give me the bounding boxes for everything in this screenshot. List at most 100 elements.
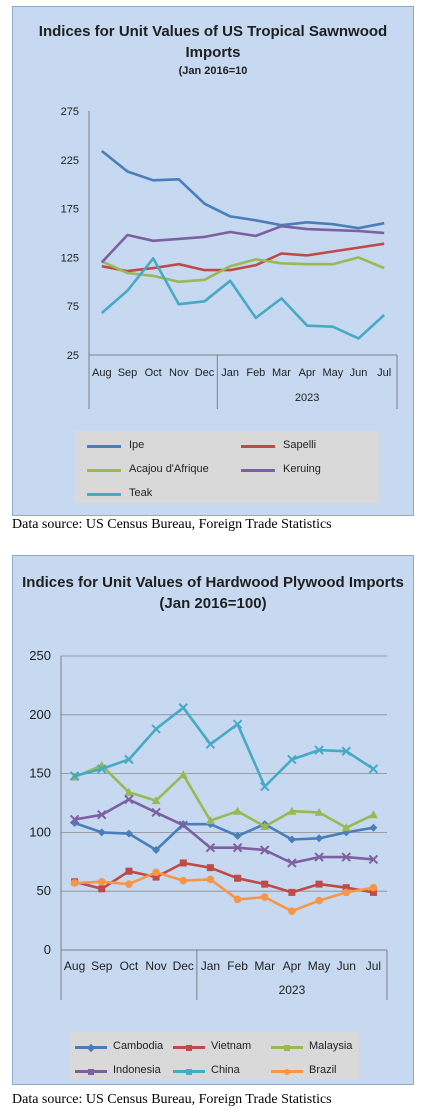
data-point-marker [179,876,188,885]
data-point-marker [260,893,269,901]
data-point-marker [368,854,379,865]
data-point-marker [341,823,351,832]
y-tick-label: 225 [61,155,79,167]
data-point-marker [342,888,351,897]
legend-label: Acajou d'Afrique [129,463,209,475]
data-point-marker [287,835,296,844]
legend-label: Indonesia [113,1064,161,1076]
data-point-marker [234,874,242,882]
legend-marker [186,1068,192,1075]
data-point-marker [124,829,133,838]
data-point-marker [341,852,351,862]
y-tick-label: 50 [37,883,51,898]
plywood-plot: 0 50 100 150 200 250 Aug Sep Oct Nov Dec Jan Feb Mar A… [29,648,388,1000]
x-tick-label: Jun [350,367,368,379]
data-point-marker [260,845,270,855]
data-point-marker [205,842,216,853]
y-tick-label: 200 [29,707,51,722]
legend-label: Cambodia [113,1040,164,1052]
data-point-marker [69,814,80,825]
x-tick-label: Feb [246,367,265,379]
data-point-marker [152,846,161,855]
series-sapelli [101,242,385,273]
data-point-marker [206,820,215,829]
x-tick-label: Mar [272,367,291,379]
x-tick-label: Nov [169,367,189,379]
data-point-marker [124,794,134,805]
series-line [74,798,374,865]
x-tick-label: Sep [91,959,113,973]
x-tick-label: Feb [227,959,248,973]
x-tick-label: Apr [299,367,316,379]
data-point-marker [178,820,188,831]
x-tick-label: Jun [337,959,356,973]
plywood-chart: Indices for Unit Values of Hardwood Plyw… [12,555,414,1085]
data-point-marker [206,864,214,872]
data-point-marker [151,724,161,734]
legend-swatch [87,493,121,496]
x-tick-label: Jul [377,367,391,379]
y-tick-label: 125 [61,252,79,264]
data-point-marker [314,852,324,862]
data-point-marker [124,787,134,796]
data-point-marker [206,875,215,884]
legend-label: Sapelli [283,439,317,451]
series-vietnam [71,859,377,896]
data-source-note: Data source: US Census Bureau, Foreign T… [12,517,332,532]
data-point-marker [70,879,79,887]
chart-title: Indices for Unit Values of Hardwood Plyw… [22,574,404,612]
x-tick-label: Oct [145,367,162,379]
x-tick-label: Dec [195,367,215,379]
legend-label: Keruing [283,463,321,475]
sawnwood-plot: 25 75 125 175 225 275 Aug Sep Oct Nov Dec Jan Feb Mar… [61,106,398,409]
plot-area [61,656,387,950]
series-ipe [100,149,385,230]
data-point-marker [315,880,323,888]
sawnwood-chart: Indices for Unit Values of US Tropical S… [12,6,414,516]
legend-label: Malaysia [309,1040,353,1052]
x-tick-label: Jul [366,959,381,973]
legend-swatch [241,445,275,448]
series-indonesia [69,794,379,868]
data-point-marker [232,842,243,853]
x-tick-label: Mar [254,959,275,973]
data-point-marker [287,754,297,765]
data-point-marker [368,764,379,774]
data-point-marker [287,858,297,868]
y-tick-label: 250 [29,648,51,663]
series-line [101,256,385,284]
data-point-marker [341,746,351,756]
series-line [100,257,386,340]
data-point-marker [287,806,297,815]
data-point-marker [98,885,106,893]
data-point-marker [314,745,324,755]
data-point-marker [342,884,350,892]
data-point-marker [70,818,79,827]
series-line [74,706,375,788]
data-point-marker [233,806,243,815]
series-keruing [100,224,385,264]
y-tick-label: 150 [29,766,51,781]
data-point-marker [288,888,296,896]
legend-label: China [211,1064,240,1076]
series-line [74,764,374,830]
data-point-marker [125,880,133,888]
legend-marker [186,1044,192,1051]
data-point-marker [260,781,270,792]
x-tick-label: May [322,367,343,379]
x-tick-label: May [308,959,331,973]
chart-title: Indices for Unit Values of US Tropical S… [38,23,388,61]
y-tick-label: 275 [61,106,79,118]
data-point-marker [179,859,187,867]
series-brazil [70,868,378,915]
series-cambodia [70,818,378,855]
series-line [100,149,385,230]
data-point-marker [205,816,215,825]
data-point-marker [178,770,188,779]
data-point-marker [97,877,106,886]
data-point-marker [369,823,378,832]
x-tick-label: Aug [64,959,85,973]
x-tick-label: Dec [173,959,194,973]
x-tick-label: Jan [221,367,239,379]
x-tick-label: Apr [283,959,302,973]
